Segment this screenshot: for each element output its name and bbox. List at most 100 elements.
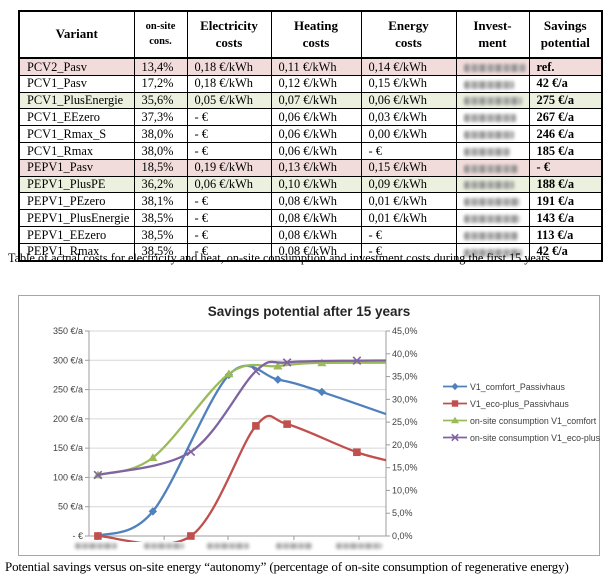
cell-electricity: 0,18 €/kWh [186, 57, 272, 76]
right-axis-label: 25,0% [392, 417, 418, 427]
cell-onsite: 36,2% [133, 175, 188, 194]
cell-onsite: 38,0% [133, 141, 188, 160]
investment-value-blurred [463, 114, 516, 123]
cell-investment [455, 108, 530, 127]
x-axis-label-blurred [275, 543, 312, 549]
cell-heating: 0,08 €/kWh [270, 192, 362, 211]
right-axis-label: 35,0% [392, 372, 418, 382]
cell-electricity: 0,19 €/kWh [186, 158, 272, 177]
cell-variant: PCV1_PlusEnergie [18, 91, 135, 110]
cell-investment [455, 175, 530, 194]
left-axis-label: 150 €/a [53, 443, 83, 453]
cell-heating: 0,12 €/kWh [270, 74, 362, 93]
cell-heating: 0,06 €/kWh [270, 125, 362, 143]
cell-heating: 0,10 €/kWh [270, 175, 362, 194]
legend-item: V1_eco-plus_Passivhaus [443, 395, 600, 412]
cell-onsite: 38,0% [133, 125, 188, 143]
cell-energy: - € [360, 141, 457, 160]
left-axis-label: 250 €/a [53, 385, 83, 395]
cell-energy: 0,15 €/kWh [360, 74, 457, 93]
investment-value-blurred [463, 80, 514, 89]
cell-savings: 113 €/a [528, 225, 603, 244]
cell-savings: 42 €/a [528, 74, 603, 93]
cell-variant: PEPV1_EEzero [18, 225, 135, 244]
x-axis-label-blurred [144, 543, 185, 549]
right-axis-label: 15,0% [392, 463, 418, 473]
cell-electricity: - € [186, 125, 272, 143]
column-header-variant: Variant [18, 10, 135, 59]
investment-value-blurred [463, 131, 514, 140]
table-row: PCV2_Pasv 13,4% 0,18 €/kWh 0,11 €/kWh 0,14 €… [18, 57, 603, 76]
cell-savings: ref. [528, 57, 603, 76]
cell-savings: 143 €/a [528, 209, 603, 227]
table-body: PCV2_Pasv 13,4% 0,18 €/kWh 0,11 €/kWh 0,14 €… [18, 57, 603, 262]
cell-savings: 188 €/a [528, 175, 603, 194]
table-row: PEPV1_Rmax 38,5% - €0,08 €/kWh - €42 €/a [18, 242, 603, 262]
table-row: PCV1_Rmax 38,0% - €0,06 €/kWh - €185 €/a [18, 141, 603, 160]
series-V1_eco-plus_Passivhaus [94, 414, 386, 542]
investment-value-blurred [463, 198, 520, 207]
column-header-electricity: Electricity costs [186, 10, 272, 59]
right-axis-label: 30,0% [392, 394, 418, 404]
chart-figure: 350 €/a 300 €/a 250 €/a 200 €/a 150 €/a 100 €… [18, 295, 600, 556]
series-line [96, 359, 386, 477]
cell-heating: 0,11 €/kWh [270, 57, 362, 76]
series-line [96, 414, 386, 542]
cell-onsite: 17,2% [133, 74, 188, 93]
chart-svg: 350 €/a 300 €/a 250 €/a 200 €/a 150 €/a 100 €… [53, 326, 418, 542]
cell-savings: 185 €/a [528, 141, 603, 160]
cell-onsite: 38,5% [133, 225, 188, 244]
cell-electricity: - € [186, 225, 272, 244]
chart-caption: Potential savings versus on-site energy … [5, 559, 569, 574]
table-row: PCV1_Rmax_S 38,0% - €0,06 €/kWh 0,00 €/kWh 2… [18, 125, 603, 143]
cell-investment [455, 91, 530, 110]
legend-item: on-site consumption V1_comfort [443, 412, 600, 429]
right-axis-label: 0,0% [392, 531, 413, 541]
cell-investment [455, 57, 530, 76]
cell-savings: 42 €/a [528, 242, 603, 262]
cell-investment [455, 225, 530, 244]
investment-value-blurred [463, 147, 510, 156]
cell-electricity: - € [186, 141, 272, 160]
cell-heating: 0,07 €/kWh [270, 91, 362, 110]
legend-label: V1_eco-plus_Passivhaus [470, 398, 569, 409]
table-row: PCV1_PlusEnergie 35,6% 0,05 €/kWh 0,07 €/kW… [18, 91, 603, 110]
cell-savings: 275 €/a [528, 91, 603, 110]
cell-savings: - € [528, 158, 603, 177]
cell-energy: 0,14 €/kWh [360, 57, 457, 76]
cell-variant: PCV1_Rmax [18, 141, 135, 160]
column-header-savings: Savings potential [528, 10, 603, 59]
cost-table: Variant on-site cons. Electricity costs Hea… [18, 10, 603, 262]
cell-electricity: 0,05 €/kWh [186, 91, 272, 110]
cell-variant: PCV1_Rmax_S [18, 125, 135, 143]
cell-heating: 0,08 €/kWh [270, 225, 362, 244]
cell-electricity: - € [186, 108, 272, 127]
cell-electricity: 0,06 €/kWh [186, 175, 272, 194]
cell-heating: 0,06 €/kWh [270, 108, 362, 127]
cell-investment [455, 209, 530, 227]
table-row: PEPV1_EEzero 38,5% - €0,08 €/kWh - €113 €/a [18, 225, 603, 244]
cell-electricity: - € [186, 192, 272, 211]
table-header-row: Variant on-site cons. Electricity costs Hea… [18, 10, 603, 59]
investment-value-blurred [463, 215, 520, 224]
x-axis-label-blurred [206, 543, 249, 549]
cell-onsite: 38,1% [133, 192, 188, 211]
table-row: PCV1_Pasv 17,2% 0,18 €/kWh 0,12 €/kWh 0,15 €… [18, 74, 603, 93]
cell-savings: 267 €/a [528, 108, 603, 127]
column-header-onsite: on-site cons. [133, 10, 188, 59]
legend-marker-triangle [443, 416, 467, 424]
cell-variant: PEPV1_PlusPE [18, 175, 135, 194]
table-row: PEPV1_PlusPE 36,2% 0,06 €/kWh 0,10 €/kWh 0,0… [18, 175, 603, 194]
cell-energy: 0,09 €/kWh [360, 175, 457, 194]
cell-energy: 0,01 €/kWh [360, 192, 457, 211]
left-axis-label: 50 €/a [58, 502, 83, 512]
chart-legend: V1_comfort_Passivhaus V1_eco-plus_Passivh… [443, 378, 600, 446]
table-caption: Table of actual costs for electricity an… [8, 251, 551, 265]
table-row: PCV1_EEzero 37,3% - €0,06 €/kWh 0,03 €/kWh 2… [18, 108, 603, 127]
left-axis-label: - € [72, 531, 83, 541]
cell-electricity: - € [186, 242, 272, 262]
legend-marker-diamond [443, 382, 467, 391]
cell-variant: PEPV1_Pasv [18, 158, 135, 177]
cell-energy: 0,03 €/kWh [360, 108, 457, 127]
